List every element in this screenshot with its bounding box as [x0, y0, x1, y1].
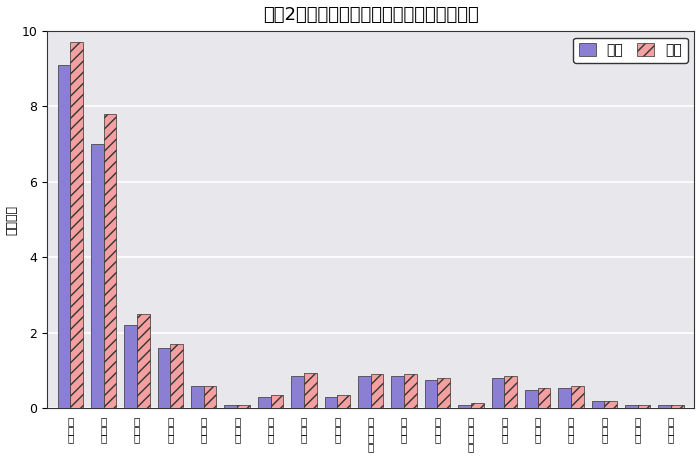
Bar [671, 404, 684, 409]
Bar [225, 404, 237, 409]
Bar [592, 401, 604, 409]
Bar [625, 404, 638, 409]
Y-axis label: （万人）: （万人） [6, 205, 19, 234]
Bar [571, 386, 584, 409]
Bar [504, 376, 517, 409]
Legend: 男性, 女性: 男性, 女性 [573, 38, 687, 63]
Bar [438, 378, 450, 409]
Bar [70, 42, 83, 409]
Bar [638, 404, 650, 409]
Bar [104, 114, 116, 409]
Bar [491, 378, 504, 409]
Bar [137, 314, 150, 409]
Bar [191, 386, 204, 409]
Bar [391, 376, 404, 409]
Bar [471, 403, 484, 409]
Bar [538, 387, 550, 409]
Bar [358, 376, 371, 409]
Bar [458, 404, 471, 409]
Bar [158, 348, 170, 409]
Bar [325, 397, 337, 409]
Bar [304, 372, 316, 409]
Bar [525, 389, 538, 409]
Bar [337, 395, 350, 409]
Bar [271, 395, 284, 409]
Bar [371, 374, 384, 409]
Bar [57, 65, 70, 409]
Bar [91, 144, 104, 409]
Bar [125, 325, 137, 409]
Bar [659, 404, 671, 409]
Bar [258, 397, 271, 409]
Bar [604, 401, 617, 409]
Bar [170, 344, 183, 409]
Bar [204, 386, 216, 409]
Bar [425, 380, 438, 409]
Bar [237, 404, 250, 409]
Bar [559, 387, 571, 409]
Title: 令和2年の市町村別・男女別人口（鳥取県）: 令和2年の市町村別・男女別人口（鳥取県） [262, 5, 479, 23]
Bar [291, 376, 304, 409]
Bar [404, 374, 416, 409]
